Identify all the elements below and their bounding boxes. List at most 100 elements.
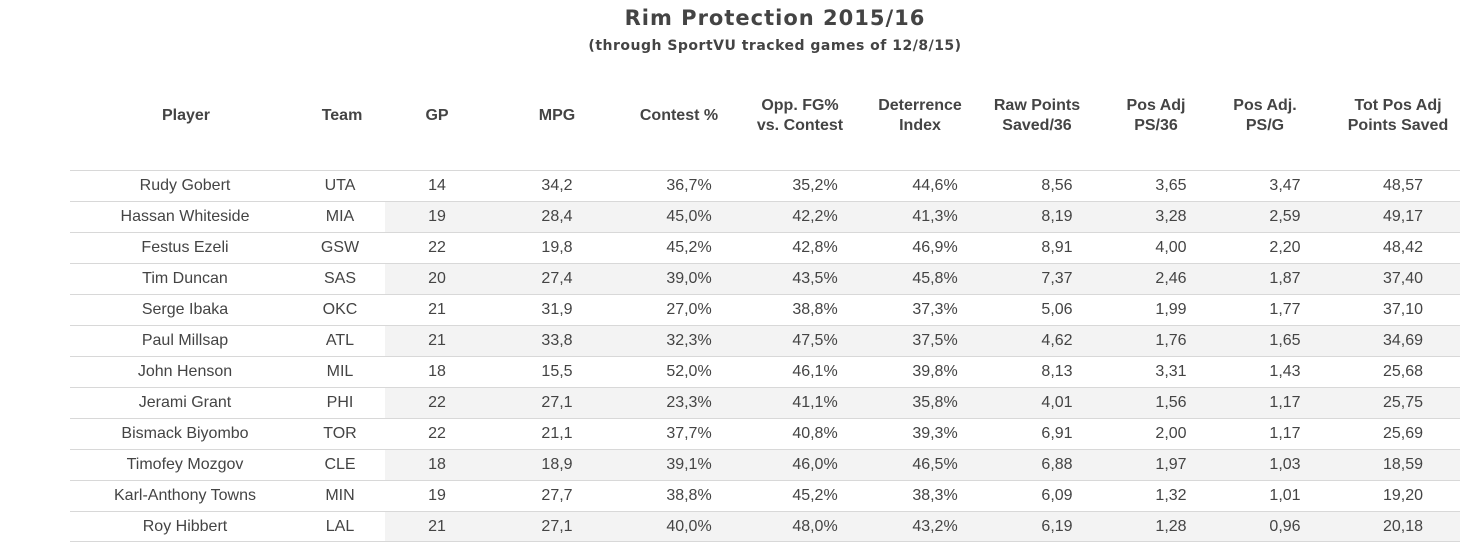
column-header-tot-pos-adj: Tot Pos Adj Points Saved (1347, 97, 1449, 134)
row-shade (385, 481, 1460, 511)
cell-contest-pct: 38,8% (666, 487, 712, 504)
cell-contest-pct: 37,7% (666, 425, 712, 442)
cell-contest-pct: 32,3% (666, 332, 712, 349)
cell-player: Karl-Anthony Towns (114, 487, 256, 504)
cell-mpg: 34,2 (541, 177, 573, 194)
cell-mpg: 18,9 (541, 456, 573, 473)
row-shade (385, 419, 1460, 449)
cell-deterrence-index: 41,3% (912, 208, 958, 225)
cell-deterrence-index: 39,3% (912, 425, 958, 442)
cell-pos-adj-ps36: 1,56 (1155, 394, 1187, 411)
cell-team: SAS (323, 270, 356, 287)
cell-tot-pos-adj: 37,10 (1382, 301, 1424, 318)
cell-tot-pos-adj: 19,20 (1382, 487, 1424, 504)
cell-raw-points-saved: 8,56 (1041, 177, 1073, 194)
cell-deterrence-index: 46,9% (912, 239, 958, 256)
cell-tot-pos-adj: 37,40 (1382, 270, 1424, 287)
cell-contest-pct: 39,0% (666, 270, 712, 287)
cell-pos-adj-ps36: 3,28 (1155, 208, 1187, 225)
cell-player: Bismack Biyombo (121, 425, 249, 442)
cell-pos-adj-psg: 2,59 (1269, 208, 1301, 225)
cell-pos-adj-ps36: 1,99 (1155, 301, 1187, 318)
cell-pos-adj-psg: 1,77 (1269, 301, 1301, 318)
cell-player: Tim Duncan (142, 270, 228, 287)
cell-mpg: 15,5 (541, 363, 573, 380)
cell-player: Hassan Whiteside (120, 208, 250, 225)
cell-opp-fg-pct: 40,8% (792, 425, 838, 442)
cell-raw-points-saved: 8,13 (1041, 363, 1073, 380)
cell-opp-fg-pct: 42,2% (792, 208, 838, 225)
cell-player: Serge Ibaka (141, 301, 229, 318)
row-shade (385, 357, 1460, 387)
cell-pos-adj-ps36: 1,32 (1155, 487, 1187, 504)
cell-deterrence-index: 37,5% (912, 332, 958, 349)
cell-deterrence-index: 46,5% (912, 456, 958, 473)
cell-gp: 18 (428, 363, 446, 380)
row-shade (385, 388, 1460, 418)
cell-contest-pct: 23,3% (666, 394, 712, 411)
cell-raw-points-saved: 6,09 (1041, 487, 1073, 504)
table-row: Paul Millsap ATL 21 33,8 32,3% 47,5% 37,5% 4,62… (70, 325, 1460, 356)
cell-mpg: 21,1 (541, 425, 573, 442)
cell-team: TOR (323, 425, 357, 442)
table-row: Rudy Gobert UTA 14 34,2 36,7% 35,2% 44,6% 8,56 3… (70, 170, 1460, 201)
cell-pos-adj-psg: 2,20 (1269, 239, 1301, 256)
cell-pos-adj-psg: 1,43 (1269, 363, 1301, 380)
cell-raw-points-saved: 5,06 (1041, 301, 1073, 318)
cell-opp-fg-pct: 43,5% (792, 270, 838, 287)
cell-raw-points-saved: 4,62 (1041, 332, 1073, 349)
cell-mpg: 28,4 (541, 208, 573, 225)
cell-raw-points-saved: 8,91 (1041, 239, 1073, 256)
cell-deterrence-index: 38,3% (912, 487, 958, 504)
cell-mpg: 27,1 (541, 394, 573, 411)
cell-contest-pct: 52,0% (666, 363, 712, 380)
cell-team: MIN (325, 487, 355, 504)
table-row: Festus Ezeli GSW 22 19,8 45,2% 42,8% 46,9% 8,91… (70, 232, 1460, 263)
cell-tot-pos-adj: 25,68 (1382, 363, 1424, 380)
column-header-raw-points-saved: Raw Points Saved/36 (993, 97, 1081, 134)
cell-tot-pos-adj: 25,75 (1382, 394, 1424, 411)
table-row: Timofey Mozgov CLE 18 18,9 39,1% 46,0% 46,5% 6,… (70, 449, 1460, 480)
cell-player: Timofey Mozgov (126, 456, 244, 473)
cell-tot-pos-adj: 48,42 (1382, 239, 1424, 256)
cell-mpg: 31,9 (541, 301, 573, 318)
cell-player: John Henson (137, 363, 233, 380)
cell-gp: 22 (428, 239, 446, 256)
cell-pos-adj-ps36: 3,65 (1155, 177, 1187, 194)
row-shade (385, 202, 1460, 232)
cell-gp: 19 (428, 208, 446, 225)
cell-pos-adj-psg: 1,01 (1269, 487, 1301, 504)
cell-tot-pos-adj: 49,17 (1382, 208, 1424, 225)
cell-contest-pct: 27,0% (666, 301, 712, 318)
cell-pos-adj-ps36: 2,46 (1155, 270, 1187, 287)
row-shade (385, 326, 1460, 356)
table-row: Jerami Grant PHI 22 27,1 23,3% 41,1% 35,8% 4,01… (70, 387, 1460, 418)
cell-deterrence-index: 45,8% (912, 270, 958, 287)
cell-contest-pct: 45,2% (666, 239, 712, 256)
cell-gp: 20 (428, 270, 446, 287)
table-body: Rudy Gobert UTA 14 34,2 36,7% 35,2% 44,6% 8,56 3… (70, 170, 1460, 542)
cell-pos-adj-ps36: 1,76 (1155, 332, 1187, 349)
cell-opp-fg-pct: 41,1% (792, 394, 838, 411)
cell-team: LAL (325, 518, 355, 535)
cell-raw-points-saved: 6,19 (1041, 518, 1073, 535)
cell-player: Rudy Gobert (139, 177, 231, 194)
cell-pos-adj-ps36: 3,31 (1155, 363, 1187, 380)
cell-contest-pct: 40,0% (666, 518, 712, 535)
cell-team: MIL (326, 363, 354, 380)
table-row: Roy Hibbert LAL 21 27,1 40,0% 48,0% 43,2% 6,19 1… (70, 511, 1460, 542)
cell-deterrence-index: 39,8% (912, 363, 958, 380)
cell-player: Paul Millsap (141, 332, 229, 349)
cell-pos-adj-ps36: 2,00 (1155, 425, 1187, 442)
cell-contest-pct: 39,1% (666, 456, 712, 473)
cell-contest-pct: 45,0% (666, 208, 712, 225)
cell-opp-fg-pct: 45,2% (792, 487, 838, 504)
cell-pos-adj-psg: 3,47 (1269, 177, 1301, 194)
cell-pos-adj-ps36: 1,28 (1155, 518, 1187, 535)
cell-mpg: 27,7 (541, 487, 573, 504)
cell-player: Roy Hibbert (142, 518, 228, 535)
cell-player: Festus Ezeli (141, 239, 229, 256)
row-shade (385, 171, 1460, 201)
cell-pos-adj-psg: 1,03 (1269, 456, 1301, 473)
cell-gp: 21 (428, 332, 446, 349)
